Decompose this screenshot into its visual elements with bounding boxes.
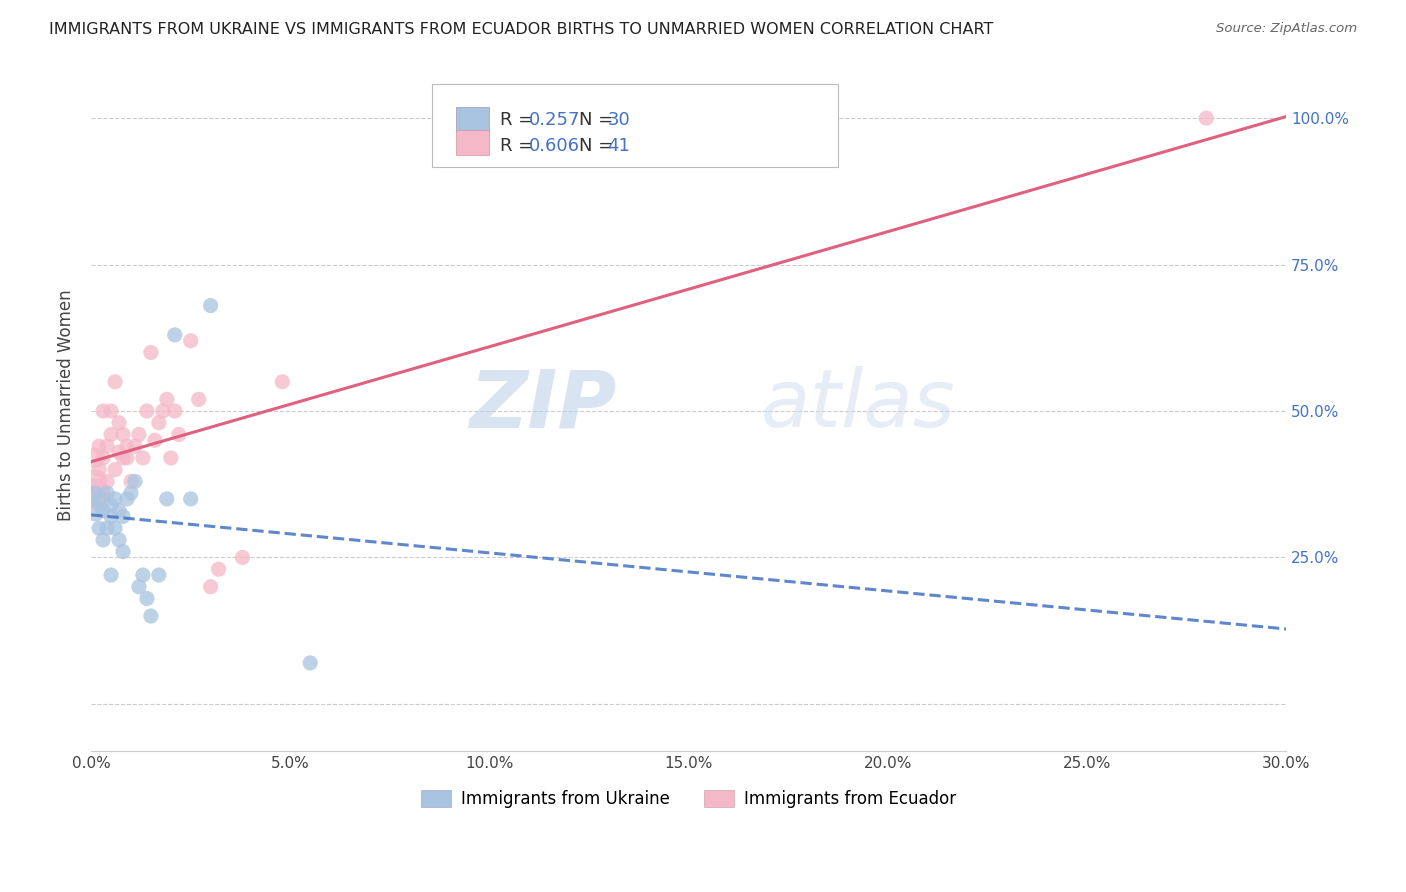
- Point: [1195, 111, 1218, 125]
- Point: [104, 462, 127, 476]
- Point: [152, 404, 174, 418]
- Point: [180, 334, 202, 348]
- Y-axis label: Births to Unmarried Women: Births to Unmarried Women: [58, 289, 75, 521]
- Point: [108, 445, 131, 459]
- Point: [87, 521, 110, 535]
- Point: [187, 392, 209, 407]
- Point: [84, 450, 107, 465]
- Point: [180, 491, 202, 506]
- Point: [84, 486, 107, 500]
- Point: [207, 562, 229, 576]
- Point: [84, 486, 107, 500]
- Text: atlas: atlas: [761, 367, 955, 444]
- Point: [108, 533, 131, 547]
- Point: [96, 439, 118, 453]
- Point: [299, 656, 322, 670]
- Point: [111, 544, 134, 558]
- Point: [87, 439, 110, 453]
- Point: [156, 392, 179, 407]
- FancyBboxPatch shape: [456, 130, 489, 155]
- Point: [143, 434, 166, 448]
- Point: [91, 533, 114, 547]
- Point: [111, 427, 134, 442]
- Point: [135, 404, 157, 418]
- Point: [84, 503, 107, 517]
- Point: [231, 550, 253, 565]
- Point: [87, 491, 110, 506]
- Point: [96, 486, 118, 500]
- Point: [100, 509, 122, 524]
- Point: [167, 427, 190, 442]
- Point: [104, 521, 127, 535]
- Point: [132, 450, 155, 465]
- Point: [128, 580, 150, 594]
- Point: [139, 345, 162, 359]
- Point: [163, 404, 186, 418]
- Point: [111, 450, 134, 465]
- Point: [91, 404, 114, 418]
- Point: [200, 299, 222, 313]
- Text: 0.606: 0.606: [529, 137, 579, 155]
- FancyBboxPatch shape: [456, 107, 489, 132]
- Point: [139, 609, 162, 624]
- Point: [108, 416, 131, 430]
- Point: [91, 450, 114, 465]
- Text: Source: ZipAtlas.com: Source: ZipAtlas.com: [1216, 22, 1357, 36]
- Point: [100, 404, 122, 418]
- Point: [115, 450, 138, 465]
- Point: [148, 568, 170, 582]
- Point: [100, 427, 122, 442]
- Point: [91, 503, 114, 517]
- Text: N =: N =: [579, 137, 619, 155]
- Text: R =: R =: [499, 112, 538, 129]
- Point: [271, 375, 294, 389]
- Point: [163, 327, 186, 342]
- Point: [124, 475, 146, 489]
- Point: [128, 427, 150, 442]
- Point: [104, 375, 127, 389]
- Text: R =: R =: [499, 137, 538, 155]
- Point: [87, 498, 110, 512]
- Point: [100, 568, 122, 582]
- Text: N =: N =: [579, 112, 619, 129]
- Text: IMMIGRANTS FROM UKRAINE VS IMMIGRANTS FROM ECUADOR BIRTHS TO UNMARRIED WOMEN COR: IMMIGRANTS FROM UKRAINE VS IMMIGRANTS FR…: [49, 22, 994, 37]
- Point: [91, 491, 114, 506]
- Point: [148, 416, 170, 430]
- Point: [104, 491, 127, 506]
- FancyBboxPatch shape: [432, 84, 838, 167]
- Point: [135, 591, 157, 606]
- Legend: Immigrants from Ukraine, Immigrants from Ecuador: Immigrants from Ukraine, Immigrants from…: [415, 783, 962, 815]
- Point: [100, 498, 122, 512]
- Point: [84, 475, 107, 489]
- Point: [159, 450, 181, 465]
- Text: ZIP: ZIP: [470, 367, 617, 444]
- Point: [120, 486, 142, 500]
- Point: [108, 503, 131, 517]
- Point: [120, 475, 142, 489]
- Point: [111, 509, 134, 524]
- Point: [115, 491, 138, 506]
- Point: [132, 568, 155, 582]
- Point: [156, 491, 179, 506]
- Text: 30: 30: [607, 112, 630, 129]
- Text: 41: 41: [607, 137, 630, 155]
- Point: [115, 439, 138, 453]
- Point: [96, 521, 118, 535]
- Point: [87, 462, 110, 476]
- Text: 0.257: 0.257: [529, 112, 579, 129]
- Point: [96, 475, 118, 489]
- Point: [200, 580, 222, 594]
- Point: [124, 439, 146, 453]
